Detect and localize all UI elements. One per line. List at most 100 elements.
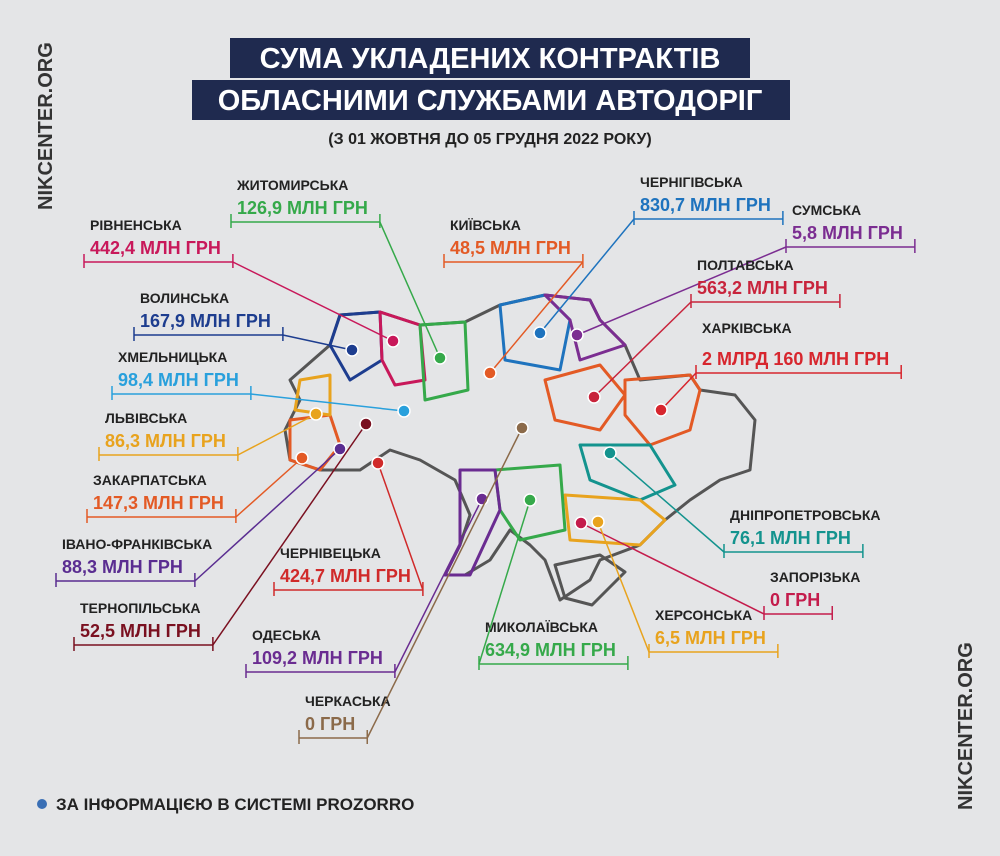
region-amount: 0 ГРН xyxy=(770,590,820,610)
region-name: ТЕРНОПІЛЬСЬКА xyxy=(80,600,201,616)
title: ОБЛАСНИМИ СЛУЖБАМИ АВТОДОРІГ xyxy=(218,85,763,117)
region-name: ХЕРСОНСЬКА xyxy=(655,607,752,623)
leader-line xyxy=(539,218,635,334)
region-outline xyxy=(378,310,427,387)
region-outline xyxy=(443,468,502,577)
leader-line xyxy=(597,521,650,653)
region-name: ХМЕЛЬНИЦЬКА xyxy=(118,349,227,365)
region-amount: 5,8 МЛН ГРН xyxy=(792,223,903,243)
region-amount: 424,7 МЛН ГРН xyxy=(280,566,411,586)
region-amount: 48,5 МЛН ГРН xyxy=(450,238,571,258)
region-amount: 147,3 МЛН ГРН xyxy=(93,493,224,513)
region-name: ЧЕРНІВЕЦЬКА xyxy=(280,545,381,561)
leader-line xyxy=(394,498,483,673)
region-dot xyxy=(333,442,347,456)
region-name: ВОЛИНСЬКА xyxy=(140,290,229,306)
leader-line xyxy=(660,372,697,411)
leader-line xyxy=(235,457,303,518)
region-name: ЧЕРКАСЬКА xyxy=(305,693,391,709)
region-amount: 167,9 МЛН ГРН xyxy=(140,311,271,331)
region-amount: 6,5 МЛН ГРН xyxy=(655,628,766,648)
region-amount: 126,9 МЛН ГРН xyxy=(237,198,368,218)
region-amount: 52,5 МЛН ГРН xyxy=(80,621,201,641)
footnote-bullet xyxy=(37,799,47,809)
title-box xyxy=(230,38,750,78)
watermark: NIKCENTER.ORG xyxy=(955,642,977,810)
region-amount: 86,3 МЛН ГРН xyxy=(105,431,226,451)
region-name: СУМСЬКА xyxy=(792,202,861,218)
leader-line xyxy=(194,448,341,582)
region-dot xyxy=(570,328,584,342)
region-name: ДНІПРОПЕТРОВСЬКА xyxy=(730,507,880,523)
region-name: ЗАКАРПАТСЬКА xyxy=(93,472,207,488)
region-amount: 98,4 МЛН ГРН xyxy=(118,370,239,390)
region-labels: ЖИТОМИРСЬКА 126,9 МЛН ГРН РІВНЕНСЬКА 442,4 … xyxy=(55,174,916,744)
region-name: ЧЕРНІГІВСЬКА xyxy=(640,174,743,190)
region-dot xyxy=(591,515,605,529)
region-dot xyxy=(523,493,537,507)
region-dot xyxy=(397,404,411,418)
region-outline xyxy=(543,293,627,362)
region-name: МИКОЛАЇВСЬКА xyxy=(485,619,598,635)
region-dot xyxy=(483,366,497,380)
leader-line xyxy=(379,221,441,359)
leader-line xyxy=(377,462,424,591)
region-amount: 109,2 МЛН ГРН xyxy=(252,648,383,668)
region-outline xyxy=(418,320,470,402)
region-amount: 88,3 МЛН ГРН xyxy=(62,557,183,577)
leader-line xyxy=(366,427,523,739)
region-name: ЖИТОМИРСЬКА xyxy=(236,177,348,193)
region-amount: 442,4 МЛН ГРН xyxy=(90,238,221,258)
region-name: ОДЕСЬКА xyxy=(252,627,321,643)
region-outline xyxy=(543,363,627,432)
region-outline xyxy=(498,293,572,372)
region-dot xyxy=(603,446,617,460)
region-dot xyxy=(359,417,373,431)
region-outline xyxy=(623,373,702,447)
watermark: NIKCENTER.ORG xyxy=(35,42,57,210)
region-amount: 76,1 МЛН ГРН xyxy=(730,528,851,548)
region-dot xyxy=(654,403,668,417)
footnote: ЗА ІНФОРМАЦІЄЮ В СИСТЕМІ PROZORRO xyxy=(56,795,414,814)
leader-line xyxy=(250,393,405,412)
leader-line xyxy=(576,246,787,336)
region-name: РІВНЕНСЬКА xyxy=(90,217,182,233)
leader-line xyxy=(593,301,692,398)
region-dot xyxy=(371,456,385,470)
leader-line xyxy=(609,452,725,553)
map xyxy=(283,293,757,607)
region-name: ПОЛТАВСЬКА xyxy=(697,257,794,273)
region-amount: 2 МЛРД 160 МЛН ГРН xyxy=(702,349,889,369)
leader-line xyxy=(489,261,584,374)
region-dot xyxy=(533,326,547,340)
region-dot xyxy=(433,351,447,365)
region-amount: 830,7 МЛН ГРН xyxy=(640,195,771,215)
title-box xyxy=(192,80,790,120)
crimea-outline xyxy=(553,553,627,607)
region-name: ЗАПОРІЗЬКА xyxy=(770,569,860,585)
region-name: ЛЬВІВСЬКА xyxy=(105,410,187,426)
leader-line xyxy=(580,522,765,615)
region-name: КИЇВСЬКА xyxy=(450,217,521,233)
region-amount: 0 ГРН xyxy=(305,714,355,734)
region-amount: 563,2 МЛН ГРН xyxy=(697,278,828,298)
region-outline xyxy=(578,443,677,502)
leader-line xyxy=(282,334,353,351)
leader-line xyxy=(237,413,317,456)
region-name: ІВАНО-ФРАНКІВСЬКА xyxy=(62,536,212,552)
region-dot xyxy=(515,421,529,435)
region-outline xyxy=(293,373,332,417)
title: СУМА УКЛАДЕНИХ КОНТРАКТІВ xyxy=(260,43,721,75)
region-amount: 634,9 МЛН ГРН xyxy=(485,640,616,660)
region-outline xyxy=(563,493,667,547)
leader-line xyxy=(212,423,367,646)
region-dot xyxy=(587,390,601,404)
region-dot xyxy=(386,334,400,348)
region-dot xyxy=(574,516,588,530)
region-dot xyxy=(309,407,323,421)
leader-line xyxy=(232,261,394,342)
region-dot xyxy=(295,451,309,465)
